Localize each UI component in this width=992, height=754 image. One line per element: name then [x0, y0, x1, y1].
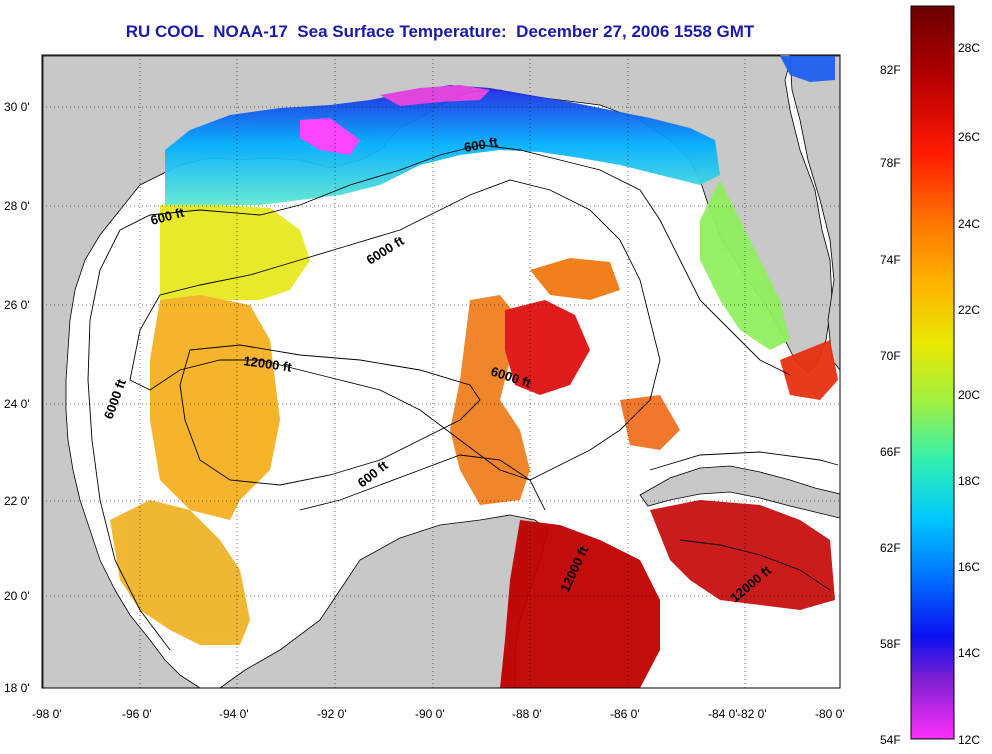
lat-tick-label: 22 0'	[4, 494, 30, 508]
colorbar-f-label: 66F	[880, 445, 901, 459]
sst-delta-magenta	[380, 85, 490, 106]
colorbar-c-label: 28C	[958, 41, 980, 55]
latitude-ticks: 30 0' 28 0' 26 0' 24 0' 22 0' 20 0' 18 0…	[4, 100, 30, 695]
colorbar-celsius: 28C 26C 24C 22C 20C 18C 16C 14C 12C	[958, 41, 980, 747]
colorbar-c-label: 18C	[958, 474, 980, 488]
contour-label: 600 ft	[463, 134, 500, 155]
colorbar-f-label: 58F	[880, 637, 901, 651]
colorbar-f-label: 62F	[880, 541, 901, 555]
colorbar-fahrenheit: 82F 78F 74F 70F 66F 62F 58F 54F	[880, 63, 901, 747]
colorbar-f-label: 54F	[880, 733, 901, 747]
contour-600ft-north	[119, 144, 791, 376]
longitude-ticks: -98 0' -96 0' -94 0' -92 0' -90 0' -88 0…	[32, 707, 845, 721]
sst-north-orange	[530, 258, 620, 300]
lat-tick-label: 18 0'	[4, 681, 30, 695]
lat-tick-label: 28 0'	[4, 199, 30, 213]
sst-florida-strait	[780, 340, 838, 400]
map-frame	[41, 54, 841, 689]
map-title: RU COOL NOAA-17 Sea Surface Temperature:…	[125, 22, 755, 41]
lat-tick-label: 26 0'	[4, 298, 30, 312]
colorbar-f-label: 74F	[880, 253, 901, 267]
lon-tick-label: -96 0'	[122, 707, 152, 721]
land-areas	[42, 55, 841, 689]
lon-tick-label: -80 0'	[815, 707, 845, 721]
colorbar-c-label: 22C	[958, 303, 980, 317]
lon-tick-label: -90 0'	[415, 707, 445, 721]
colorbar-c-label: 14C	[958, 646, 980, 660]
sst-southwest-orange	[110, 500, 250, 645]
colorbar-gradient	[910, 5, 955, 740]
sst-north-cold-band	[165, 85, 720, 205]
contour-600ft-west	[87, 229, 171, 651]
colorbar-f-label: 78F	[880, 156, 901, 170]
sst-east-orange	[620, 395, 680, 450]
lon-tick-label: -94 0'	[219, 707, 249, 721]
colorbar-c-label: 12C	[958, 733, 980, 747]
sst-west-orange	[150, 295, 280, 520]
contour-12000ft-carib	[679, 539, 831, 591]
sst-caribbean-red	[650, 500, 835, 610]
sst-loop-red	[505, 300, 590, 395]
colorbar-f-label: 82F	[880, 63, 901, 77]
sst-east-shelf-green	[700, 180, 790, 350]
colorbar-c-label: 20C	[958, 388, 980, 402]
contour-label: 12000 ft	[243, 353, 294, 375]
contour-600ft-yucatan	[299, 454, 546, 511]
sst-west-shelf	[160, 205, 310, 305]
bathymetry-contours	[87, 144, 839, 651]
lon-tick-label: -82 0'	[737, 707, 767, 721]
lon-tick-label: -98 0'	[32, 707, 62, 721]
contour-12000ft	[179, 344, 481, 486]
lon-tick-label: -88 0'	[512, 707, 542, 721]
sst-louisiana-magenta	[300, 118, 360, 155]
colorbar-f-label: 70F	[880, 349, 901, 363]
sst-data	[110, 56, 838, 688]
lon-tick-label: -92 0'	[317, 707, 347, 721]
lat-tick-label: 30 0'	[4, 100, 30, 114]
lat-tick-label: 24 0'	[4, 397, 30, 411]
contour-6000ft	[129, 179, 661, 481]
colorbar: 82F 78F 74F 70F 66F 62F 58F 54F 28C 26C …	[880, 5, 980, 747]
gridlines	[42, 55, 840, 688]
lon-tick-label: -84 0'	[708, 707, 738, 721]
lon-tick-label: -86 0'	[610, 707, 640, 721]
sst-ne-corner-blue	[780, 56, 835, 82]
contour-6000ft-carib	[649, 451, 839, 471]
sst-yucatan-channel	[500, 520, 660, 688]
colorbar-c-label: 26C	[958, 130, 980, 144]
lat-tick-label: 20 0'	[4, 589, 30, 603]
colorbar-c-label: 16C	[958, 560, 980, 574]
colorbar-c-label: 24C	[958, 217, 980, 231]
